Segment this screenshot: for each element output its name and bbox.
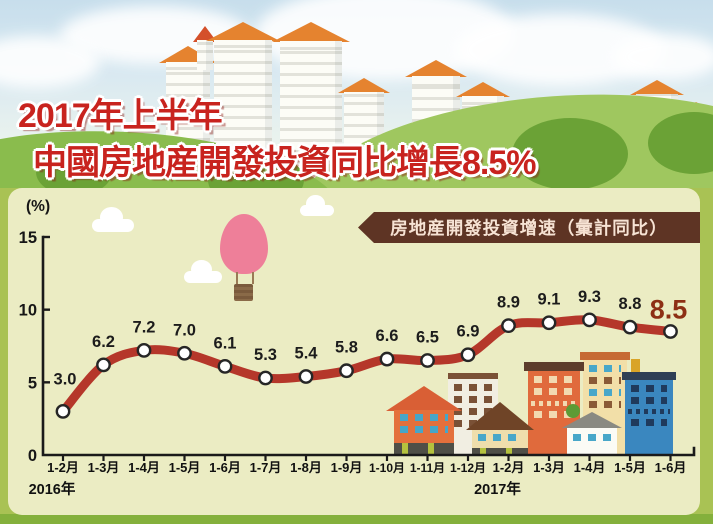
building-icon bbox=[625, 380, 673, 454]
roof-icon bbox=[524, 362, 584, 371]
legend-label: 房地産開發投資增速（彙計同比） bbox=[390, 218, 668, 238]
plant-icon bbox=[566, 404, 580, 418]
building-icon bbox=[472, 430, 528, 454]
cloud-icon bbox=[92, 207, 134, 232]
cloud-icon bbox=[0, 36, 100, 88]
building-icon bbox=[394, 410, 454, 454]
roof-icon bbox=[630, 80, 684, 95]
headline-line-2: 中國房地産開發投資同比增長8.5% bbox=[33, 144, 536, 182]
grass-strip bbox=[0, 514, 713, 524]
roof-icon bbox=[456, 82, 510, 97]
building-icon bbox=[567, 428, 617, 454]
bush-icon bbox=[648, 112, 713, 174]
roof-icon bbox=[580, 352, 630, 360]
bush-icon bbox=[208, 152, 304, 190]
cloud-icon bbox=[612, 34, 713, 80]
cloud-icon bbox=[184, 260, 222, 283]
hot-air-balloon-icon bbox=[219, 214, 269, 306]
cloud-icon bbox=[300, 195, 334, 216]
roof-icon bbox=[338, 78, 390, 93]
bush-icon bbox=[512, 118, 628, 190]
headline-line-1: 2017年上半年 bbox=[18, 97, 223, 135]
roof-icon bbox=[622, 372, 676, 380]
building-icon bbox=[197, 40, 213, 70]
city-skyline-illustration bbox=[0, 0, 713, 190]
bush-icon bbox=[36, 148, 112, 190]
legend-ribbon: 房地産開發投資增速（彙計同比） bbox=[358, 212, 700, 243]
